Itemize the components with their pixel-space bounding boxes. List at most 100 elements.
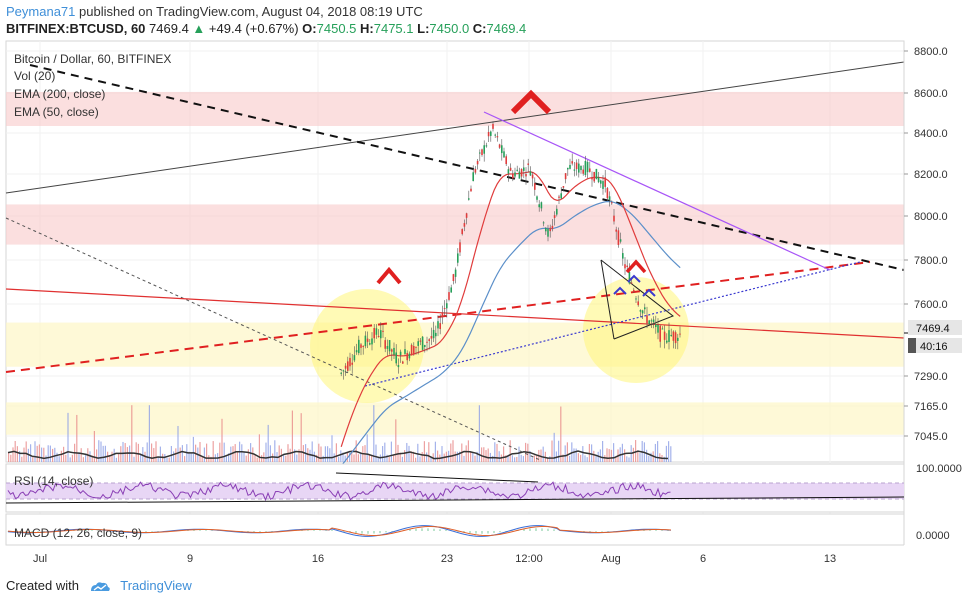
candle — [650, 320, 653, 322]
candle — [611, 202, 613, 204]
volume-bar — [38, 444, 40, 462]
candle — [483, 145, 485, 154]
macd-axis: 0.0000 — [916, 530, 950, 542]
volume-bar — [316, 454, 318, 462]
close-label: C: — [472, 21, 487, 36]
volume-bar — [478, 405, 480, 462]
macd-pane[interactable] — [5, 513, 905, 546]
rsi-line — [7, 481, 671, 502]
volume-bar — [357, 454, 359, 462]
volume-bar — [206, 443, 208, 462]
volume-bar — [368, 454, 370, 462]
volume-bar — [668, 441, 670, 462]
y-tick-label: 8800.0 — [914, 46, 948, 58]
candle — [386, 345, 389, 349]
volume-bar — [434, 441, 436, 462]
red-caret-icon — [510, 89, 552, 115]
volume-bar — [342, 452, 344, 462]
volume-bar — [635, 440, 637, 462]
volume-bar — [298, 449, 300, 462]
price-chart[interactable]: Bitcoin / Dollar, 60, BITFINEX Vol (20) … — [0, 38, 971, 570]
supply-zone — [6, 91, 904, 126]
volume-bar — [23, 447, 25, 462]
volume-bar — [628, 457, 630, 462]
candle — [560, 193, 562, 199]
ema50-line — [340, 171, 681, 447]
candle — [505, 156, 507, 165]
volume-bar — [170, 445, 172, 462]
candle — [351, 362, 353, 365]
volume-bar — [415, 457, 417, 462]
candle — [630, 282, 633, 284]
volume-bar — [89, 451, 91, 462]
candle — [672, 331, 675, 341]
up-arrow-icon: ▲ — [192, 21, 206, 36]
volume-bar — [184, 456, 186, 462]
candle — [595, 168, 598, 180]
candle — [523, 167, 525, 171]
volume-bar — [626, 456, 628, 462]
candle — [655, 324, 657, 328]
volume-bar — [252, 447, 254, 462]
candle — [417, 341, 419, 346]
candle — [362, 345, 364, 347]
volume-bar — [437, 450, 439, 462]
volume-bar — [327, 446, 329, 462]
symbol-label: BITFINEX:BTCUSD, 60 — [6, 21, 146, 36]
volume-bar — [472, 453, 474, 462]
volume-bar — [615, 457, 617, 462]
volume-bar — [637, 450, 639, 462]
volume-bar — [639, 453, 641, 462]
brand-link[interactable]: TradingView — [120, 578, 192, 593]
candle — [633, 289, 635, 292]
candle — [553, 215, 556, 218]
close-value: 7469.4 — [486, 21, 527, 36]
candle — [547, 228, 549, 237]
candle — [498, 144, 501, 148]
candle — [494, 134, 496, 136]
candle — [679, 333, 681, 335]
candle — [481, 149, 483, 155]
candle — [646, 315, 648, 324]
candle — [448, 292, 450, 300]
volume-bar — [36, 445, 38, 462]
volume-bar — [520, 454, 522, 462]
candle — [545, 227, 547, 232]
volume-bar — [551, 440, 553, 462]
author-link[interactable]: Peymana71 — [6, 4, 76, 19]
candle — [375, 328, 378, 335]
volume-bar — [274, 440, 276, 462]
candle — [668, 330, 670, 342]
volume-bar — [69, 457, 71, 462]
highlight-circle-left — [310, 289, 424, 403]
volume-bar — [67, 412, 69, 462]
volume-bar — [157, 457, 159, 462]
candle — [349, 357, 351, 367]
volume-bar — [201, 456, 203, 462]
volume-bar — [569, 455, 571, 462]
volume-bar — [344, 455, 346, 462]
volume-bar — [485, 450, 487, 462]
candle — [457, 253, 459, 263]
time-axis[interactable]: Jul 9 16 23 12:00 Aug 6 13 — [33, 553, 836, 565]
volume-bar — [54, 447, 56, 462]
volume-bar — [175, 448, 177, 462]
candle — [600, 180, 602, 184]
candle — [617, 230, 620, 245]
volume-bar — [223, 442, 225, 462]
volume-bar — [421, 452, 423, 462]
volume-bar — [329, 448, 331, 462]
candle — [380, 330, 382, 339]
candle — [582, 169, 584, 174]
volume-bar — [366, 434, 368, 462]
volume-bar — [34, 441, 36, 462]
price-axis[interactable]: 8800.0 8600.0 8400.0 8200.0 8000.0 7800.0 7600… — [904, 46, 948, 443]
candle — [514, 172, 516, 177]
candle — [366, 338, 369, 342]
volume-bar — [498, 451, 500, 462]
volume-bar — [166, 457, 168, 462]
candle — [644, 307, 646, 310]
y-tick-label: 7165.0 — [914, 401, 948, 413]
candle — [597, 177, 600, 183]
volume-bar — [542, 446, 544, 462]
